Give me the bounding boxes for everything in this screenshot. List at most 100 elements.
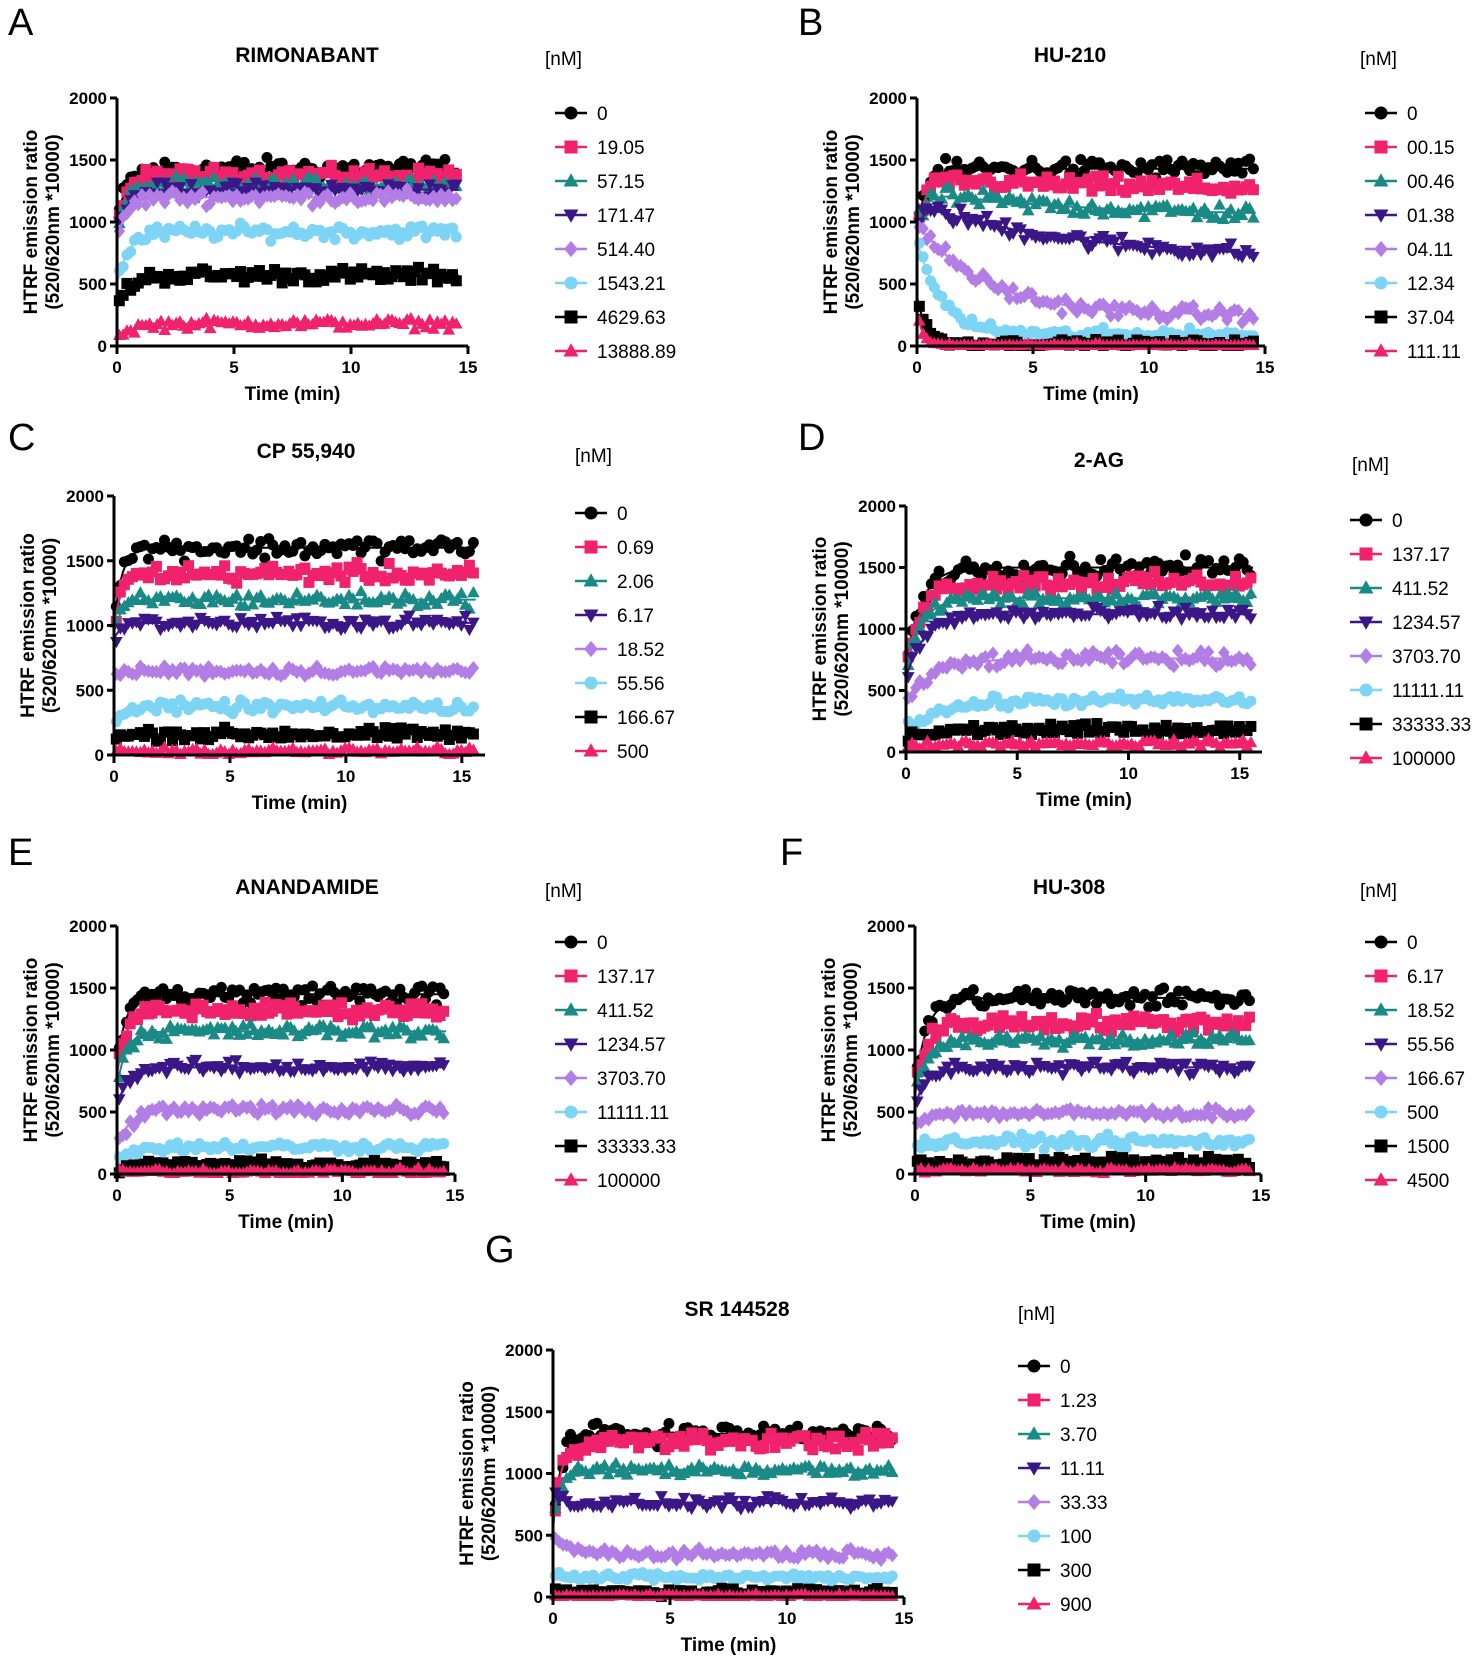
data-point bbox=[967, 984, 979, 996]
data-point bbox=[1108, 298, 1121, 313]
data-point bbox=[158, 323, 172, 336]
y-tick-label: 2000 bbox=[66, 487, 104, 506]
y-tick-label: 0 bbox=[896, 1165, 905, 1184]
data-point bbox=[404, 172, 418, 184]
legend-label: 514.40 bbox=[597, 240, 655, 261]
x-tick-label: 5 bbox=[1028, 358, 1037, 377]
data-point bbox=[591, 1434, 603, 1446]
data-point bbox=[303, 1100, 315, 1115]
data-point bbox=[1025, 607, 1038, 619]
data-point bbox=[879, 1427, 891, 1439]
data-point bbox=[467, 660, 480, 675]
data-point bbox=[128, 326, 141, 338]
legend-marker bbox=[1373, 1002, 1389, 1016]
data-point bbox=[231, 577, 243, 589]
data-point bbox=[1049, 580, 1061, 592]
data-point bbox=[222, 1028, 235, 1040]
data-point bbox=[403, 535, 415, 547]
fit-line bbox=[914, 1066, 1252, 1107]
data-point bbox=[249, 188, 262, 203]
data-point bbox=[1133, 570, 1145, 582]
chart-title: HU-308 bbox=[1033, 876, 1106, 899]
series-01.38 bbox=[912, 201, 1260, 264]
data-point bbox=[418, 598, 432, 610]
data-point bbox=[449, 179, 463, 191]
data-point bbox=[400, 1024, 414, 1036]
data-point bbox=[1045, 718, 1057, 730]
legend-marker bbox=[1373, 173, 1389, 187]
y-tick-label: 0 bbox=[887, 743, 896, 762]
y-axis-label-line: (520/620nm *10000) bbox=[40, 538, 61, 713]
fit-line bbox=[905, 742, 1254, 749]
legend-marker bbox=[563, 173, 579, 187]
data-point bbox=[383, 557, 395, 569]
data-point bbox=[1110, 553, 1122, 565]
data-point bbox=[1229, 726, 1241, 738]
data-point bbox=[430, 597, 444, 609]
data-point bbox=[261, 152, 273, 164]
data-point bbox=[346, 616, 360, 628]
legend-label: 55.56 bbox=[1407, 1035, 1455, 1056]
data-point bbox=[919, 1049, 931, 1061]
y-axis-label-line: (520/620nm *10000) bbox=[43, 134, 64, 309]
data-point bbox=[735, 1440, 747, 1452]
data-point bbox=[120, 1127, 133, 1142]
data-point bbox=[670, 1438, 682, 1450]
data-point bbox=[1014, 582, 1026, 594]
data-point bbox=[179, 572, 191, 584]
fit-line bbox=[116, 1108, 446, 1144]
data-point bbox=[226, 1000, 238, 1012]
series-0 bbox=[911, 982, 1255, 1088]
fit-line bbox=[113, 669, 476, 679]
data-point bbox=[973, 197, 986, 210]
data-point bbox=[1235, 208, 1249, 221]
legend-marker bbox=[1374, 310, 1388, 324]
y-tick-label: 500 bbox=[877, 1103, 905, 1122]
fit-line bbox=[905, 657, 1254, 704]
data-point bbox=[935, 192, 949, 204]
y-axis-label-line: (520/620nm *10000) bbox=[832, 541, 853, 716]
data-point bbox=[303, 576, 315, 588]
data-point bbox=[991, 583, 1003, 595]
data-point bbox=[1119, 1056, 1133, 1069]
data-point bbox=[1148, 586, 1161, 598]
y-tick-label: 2000 bbox=[69, 89, 107, 108]
data-point bbox=[1072, 727, 1084, 739]
data-point bbox=[1213, 300, 1226, 315]
data-point bbox=[135, 1104, 147, 1119]
data-point bbox=[394, 595, 408, 607]
data-point bbox=[245, 1010, 257, 1022]
legend-label: 01.38 bbox=[1407, 206, 1455, 227]
data-point bbox=[1199, 1014, 1211, 1026]
fit-line bbox=[916, 227, 1256, 316]
data-point bbox=[336, 997, 348, 1009]
data-point bbox=[1064, 550, 1076, 562]
data-point bbox=[1221, 1109, 1233, 1124]
data-point bbox=[959, 1039, 973, 1051]
data-point bbox=[1172, 722, 1184, 734]
data-point bbox=[288, 1105, 301, 1120]
data-point bbox=[427, 322, 440, 334]
data-point bbox=[1141, 571, 1153, 583]
data-point bbox=[378, 267, 390, 279]
data-point bbox=[363, 574, 375, 586]
legend-marker bbox=[1374, 140, 1388, 154]
data-point bbox=[242, 588, 256, 600]
data-point bbox=[455, 586, 468, 598]
legend-label: 0 bbox=[597, 933, 608, 954]
legend-marker bbox=[1374, 935, 1388, 949]
data-point bbox=[960, 555, 972, 567]
x-tick-label: 10 bbox=[1140, 358, 1159, 377]
data-point bbox=[146, 1007, 158, 1019]
legend-label: 0 bbox=[597, 104, 608, 125]
data-point bbox=[1179, 1058, 1193, 1070]
legend-label: 166.67 bbox=[1407, 1069, 1465, 1090]
data-point bbox=[1087, 573, 1099, 585]
legend-label: 13888.89 bbox=[597, 342, 676, 363]
data-point bbox=[352, 271, 364, 283]
data-point bbox=[1082, 302, 1095, 317]
data-point bbox=[423, 313, 437, 325]
data-point bbox=[350, 598, 364, 610]
data-point bbox=[325, 159, 337, 171]
legend-marker bbox=[564, 240, 578, 258]
